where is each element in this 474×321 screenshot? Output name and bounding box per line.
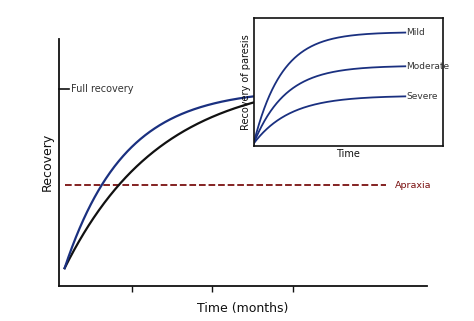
Text: Paresis: Paresis	[266, 108, 299, 117]
Y-axis label: Recovery: Recovery	[41, 133, 54, 191]
Text: Full recovery: Full recovery	[71, 84, 134, 94]
X-axis label: Time (months): Time (months)	[197, 302, 289, 315]
Y-axis label: Recovery of paresis: Recovery of paresis	[241, 34, 251, 130]
Text: Severe: Severe	[407, 92, 438, 101]
Text: Moderate: Moderate	[407, 62, 450, 71]
Text: Upper extremity function: Upper extremity function	[292, 76, 412, 85]
Text: Mild: Mild	[407, 28, 425, 37]
Text: Apraxia: Apraxia	[394, 181, 431, 190]
X-axis label: Time: Time	[337, 149, 360, 159]
